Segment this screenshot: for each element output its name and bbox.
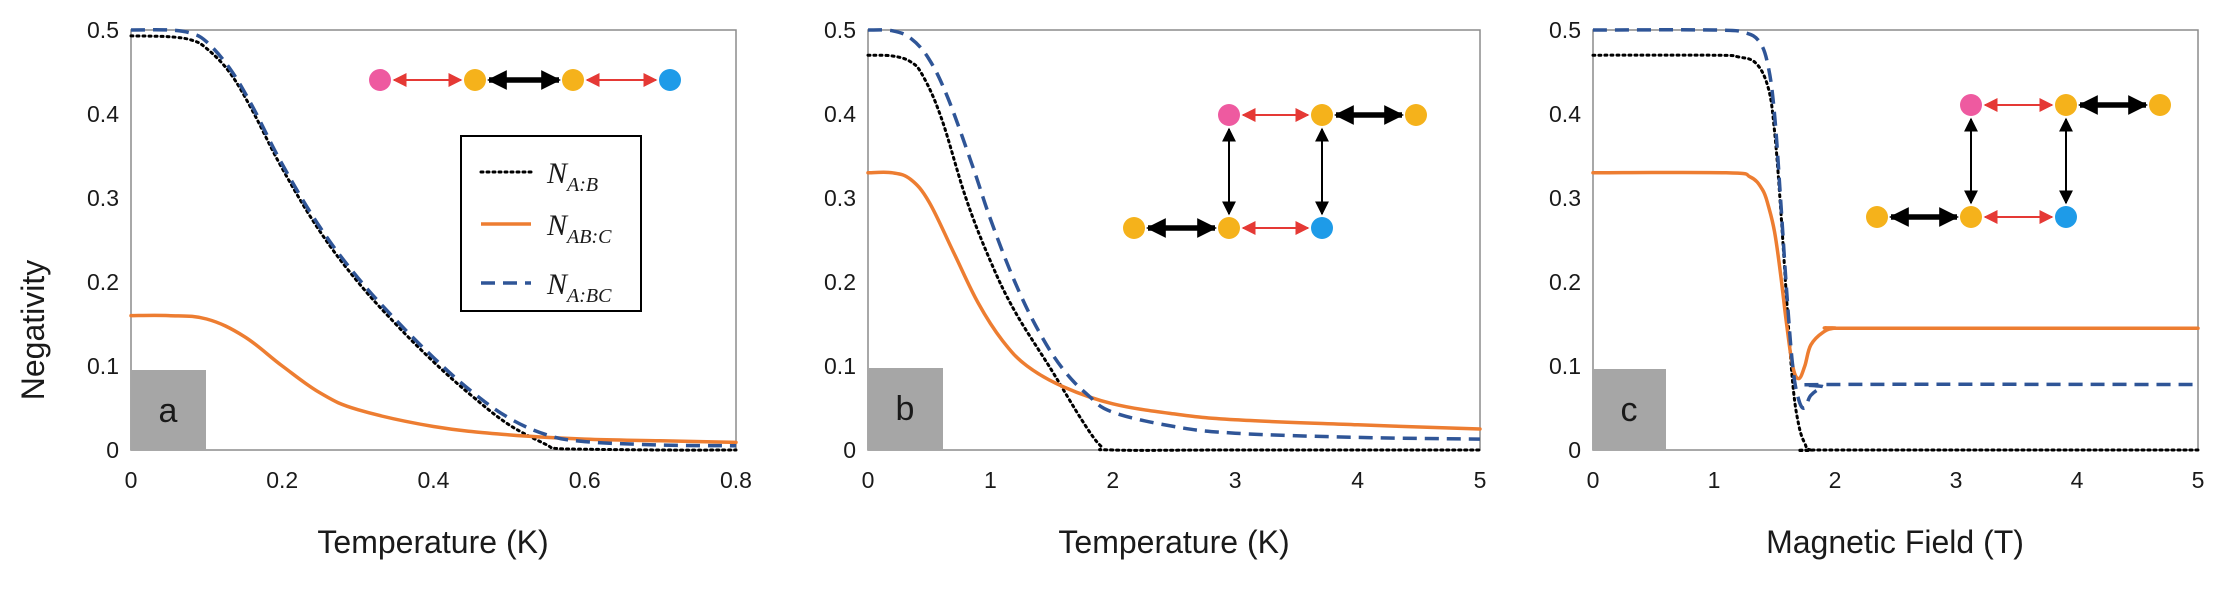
panel-c-inset-spin-yellow: [1960, 206, 1982, 228]
panel-a-label-box: [131, 370, 206, 450]
panel-c-y-tick-label: 0: [1568, 437, 1581, 463]
panel-a-inset: [369, 69, 681, 91]
panel-a-ticks: 0 0.1 0.2 0.3 0.4 0.5 0 0.2 0.4 0.6 0.8: [87, 17, 752, 493]
panel-a-x-axis-title: Temperature (K): [317, 524, 548, 560]
panel-a-y-tick-label: 0.1: [87, 353, 119, 379]
panel-b-inset-spin-yellow: [1123, 217, 1145, 239]
panel-a-inset-spin-pink: [369, 69, 391, 91]
panel-b-y-tick-label: 0.5: [824, 17, 856, 43]
panel-a-series-n-a-bc: [130, 27, 737, 448]
panel-a-x-tick-label: 0.4: [418, 467, 450, 493]
panel-a-inset-spin-blue: [659, 69, 681, 91]
legend-label-N-A-B: NA:B: [546, 157, 598, 196]
panel-c-y-tick-label: 0.3: [1549, 185, 1581, 211]
panel-c-y-tick-label: 0.5: [1549, 17, 1581, 43]
y-axis-title: Negativity: [15, 260, 51, 401]
panel-a-y-tick-label: 0.2: [87, 269, 119, 295]
panel-b-x-axis-title: Temperature (K): [1058, 524, 1289, 560]
panel-b-inset-spin-pink: [1218, 104, 1240, 126]
panel-c-inset-spin-yellow: [2055, 94, 2077, 116]
panel-c-x-tick-label: 5: [2192, 467, 2205, 493]
panel-a-x-tick-label: 0.2: [266, 467, 298, 493]
panel-c-x-tick-label: 2: [1829, 467, 1842, 493]
panel-a-series-n-ab-c: [129, 313, 738, 445]
panel-a-series: [129, 27, 738, 452]
panel-c-inset-spin-blue: [2055, 206, 2077, 228]
panel-b-x-tick-label: 4: [1351, 467, 1364, 493]
panel-c-frame: [1592, 29, 2199, 451]
panel-c-x-tick-label: 0: [1587, 467, 1600, 493]
panel-c-inset-spin-yellow: [2149, 94, 2171, 116]
panel-a-y-tick-label: 0.3: [87, 185, 119, 211]
panel-b-x-tick-label: 3: [1229, 467, 1242, 493]
panel-a-inset-spin-yellow: [464, 69, 486, 91]
panel-a-x-tick-label: 0.6: [569, 467, 601, 493]
panel-a-y-tick-label: 0.5: [87, 17, 119, 43]
panel-b-x-tick-label: 5: [1474, 467, 1487, 493]
panel-b-label-box: [868, 368, 943, 450]
panel-c-series-n-ab-c: [1591, 170, 2200, 381]
panel-b-x-tick-label: 0: [862, 467, 875, 493]
panel-c-series: [1591, 28, 2200, 453]
panel-c-inset: [1866, 94, 2171, 228]
panel-a-y-tick-label: 0: [106, 437, 119, 463]
legend: NA:B NAB:C NA:BC: [460, 135, 642, 312]
panel-c-label-box: [1593, 369, 1666, 450]
legend-label-N-AB-C: NAB:C: [546, 209, 612, 248]
panel-b-inset: [1123, 104, 1427, 239]
panel-b-inset-spin-blue: [1311, 217, 1333, 239]
panel-c-y-tick-label: 0.2: [1549, 269, 1581, 295]
panel-b-series-n-a-bc: [867, 28, 1481, 441]
panel-c-y-tick-label: 0.4: [1549, 101, 1581, 127]
panel-b-series-n-a-b: [866, 53, 1482, 452]
panel-a-label: a: [159, 392, 178, 430]
panel-b: 0 0.1 0.2 0.3 0.4 0.5 0 1 2 3 4 5 b Temperature (K): [824, 17, 1486, 560]
panel-c-ticks: 0 0.1 0.2 0.3 0.4 0.5 0 1 2 3 4 5: [1549, 17, 2204, 493]
panel-c-series-n-a-b: [1591, 53, 2200, 453]
panel-a-series-n-a-b: [129, 34, 738, 452]
panel-b-inset-spin-yellow: [1405, 104, 1427, 126]
panel-c-inset-spin-yellow: [1866, 206, 1888, 228]
panel-b-x-tick-label: 1: [984, 467, 997, 493]
panel-c-inset-spin-pink: [1960, 94, 1982, 116]
panel-a-frame: [130, 29, 737, 451]
panel-a-inset-spin-yellow: [562, 69, 584, 91]
panel-c-x-tick-label: 3: [1950, 467, 1963, 493]
panel-b-ticks: 0 0.1 0.2 0.3 0.4 0.5 0 1 2 3 4 5: [824, 17, 1486, 493]
panel-c-x-tick-label: 4: [2071, 467, 2084, 493]
panel-b-series-n-ab-c: [866, 170, 1482, 431]
panel-c-x-tick-label: 1: [1708, 467, 1721, 493]
panel-a-x-tick-label: 0: [125, 467, 138, 493]
panel-a: 0 0.1 0.2 0.3 0.4 0.5 0 0.2 0.4 0.6 0.8 a Temperat…: [87, 17, 752, 560]
panel-b-label: b: [896, 390, 915, 428]
panel-b-y-tick-label: 0.3: [824, 185, 856, 211]
panel-c-x-axis-title: Magnetic Field (T): [1766, 524, 2024, 560]
legend-label-N-A-BC: NA:BC: [546, 268, 612, 307]
panel-b-y-tick-label: 0.1: [824, 353, 856, 379]
panel-b-y-tick-label: 0: [843, 437, 856, 463]
panel-c-label: c: [1621, 391, 1638, 429]
panel-a-x-tick-label: 0.8: [720, 467, 752, 493]
panel-c: 0 0.1 0.2 0.3 0.4 0.5 0 1 2 3 4 5 c Magnetic Field …: [1549, 17, 2204, 560]
panel-b-series: [866, 28, 1482, 452]
panel-b-inset-spin-yellow: [1311, 104, 1333, 126]
panel-b-frame: [867, 29, 1481, 451]
panel-b-inset-spin-yellow: [1218, 217, 1240, 239]
panel-b-y-tick-label: 0.2: [824, 269, 856, 295]
panel-c-y-tick-label: 0.1: [1549, 353, 1581, 379]
panel-b-x-tick-label: 2: [1106, 467, 1119, 493]
panel-c-series-n-a-bc: [1592, 28, 2199, 410]
panel-a-y-tick-label: 0.4: [87, 101, 119, 127]
panel-b-y-tick-label: 0.4: [824, 101, 856, 127]
